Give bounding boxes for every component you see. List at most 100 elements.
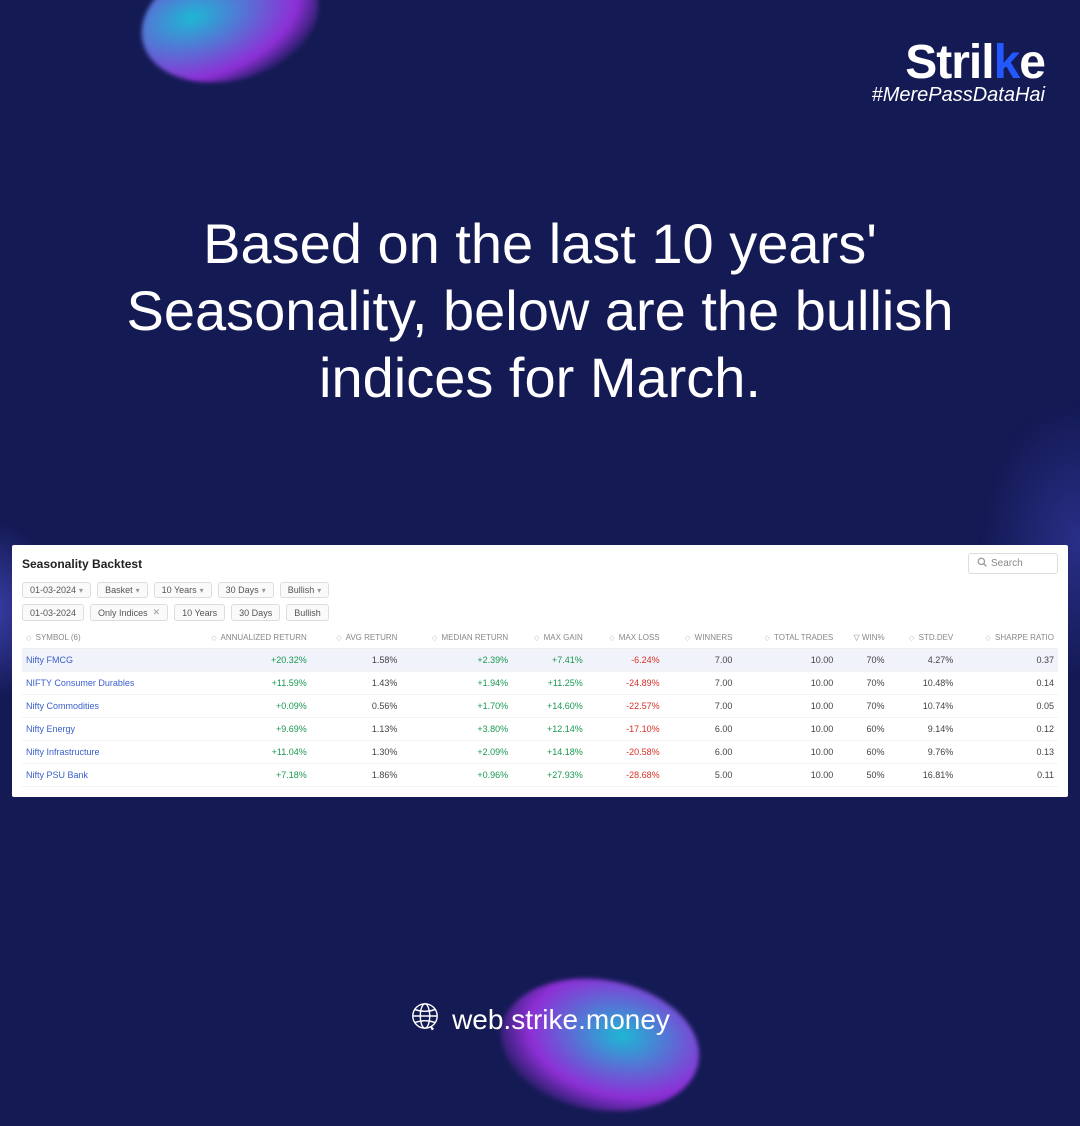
filter-label: 30 Days xyxy=(226,585,259,595)
column-label: WIN% xyxy=(862,633,885,642)
filter-chip[interactable]: Only Indices ✕ xyxy=(90,604,168,621)
column-header[interactable]: ▽ WIN% xyxy=(837,627,888,649)
column-label: WINNERS xyxy=(695,633,733,642)
table-cell: +1.70% xyxy=(401,695,512,718)
filter-label: Bullish xyxy=(288,585,315,595)
table-cell: 0.14 xyxy=(957,672,1058,695)
column-header[interactable]: ◇ MEDIAN RETURN xyxy=(401,627,512,649)
filter-dropdown[interactable]: 30 Days▾ xyxy=(218,582,274,598)
sort-icon: ◇ xyxy=(211,635,216,642)
table-cell: 0.11 xyxy=(957,764,1058,787)
table-cell: +0.96% xyxy=(401,764,512,787)
table-cell: +27.93% xyxy=(512,764,587,787)
filter-chip-label: Bullish xyxy=(294,608,321,618)
column-label: MAX LOSS xyxy=(619,633,660,642)
table-cell: 60% xyxy=(837,741,888,764)
table-cell: -17.10% xyxy=(587,718,664,741)
footer: web.strike.money xyxy=(0,1001,1080,1038)
decorative-blob xyxy=(128,0,333,101)
table-cell: 9.14% xyxy=(889,718,958,741)
table-cell: +7.18% xyxy=(175,764,311,787)
column-header[interactable]: ◇ WINNERS xyxy=(664,627,737,649)
table-cell: 10.48% xyxy=(889,672,958,695)
logo-text: Strilke xyxy=(872,35,1045,90)
table-cell: Nifty Commodities xyxy=(22,695,175,718)
column-header[interactable]: ◇ SYMBOL (6) xyxy=(22,627,175,649)
filter-chip-label: 10 Years xyxy=(182,608,217,618)
table-row[interactable]: Nifty FMCG+20.32%1.58%+2.39%+7.41%-6.24%… xyxy=(22,649,1058,672)
column-header[interactable]: ◇ MAX LOSS xyxy=(587,627,664,649)
filter-dropdown-row: 01-03-2024▾Basket▾10 Years▾30 Days▾Bulli… xyxy=(22,582,1058,598)
table-cell: Nifty Energy xyxy=(22,718,175,741)
table-cell: -22.57% xyxy=(587,695,664,718)
table-cell: 6.00 xyxy=(664,718,737,741)
table-cell: -20.58% xyxy=(587,741,664,764)
table-cell: 70% xyxy=(837,649,888,672)
filter-chip-label: 01-03-2024 xyxy=(30,608,76,618)
filter-chip[interactable]: 10 Years xyxy=(174,604,225,621)
filter-chip[interactable]: Bullish xyxy=(286,604,329,621)
sort-icon: ◇ xyxy=(985,635,990,642)
column-label: MAX GAIN xyxy=(544,633,583,642)
column-header[interactable]: ◇ STD.DEV xyxy=(889,627,958,649)
chevron-down-icon: ▾ xyxy=(136,586,140,595)
search-icon xyxy=(977,557,987,570)
table-cell: 0.05 xyxy=(957,695,1058,718)
table-cell: 1.86% xyxy=(311,764,402,787)
table-cell: 10.00 xyxy=(736,672,837,695)
column-header[interactable]: ◇ SHARPE RATIO xyxy=(957,627,1058,649)
decorative-blob xyxy=(490,964,710,1126)
column-header[interactable]: ◇ ANNUALIZED RETURN xyxy=(175,627,311,649)
table-cell: +11.04% xyxy=(175,741,311,764)
table-cell: 7.00 xyxy=(664,649,737,672)
filter-chip[interactable]: 01-03-2024 xyxy=(22,604,84,621)
search-input[interactable]: Search xyxy=(968,553,1058,574)
table-cell: 10.00 xyxy=(736,718,837,741)
sort-icon: ◇ xyxy=(26,635,31,642)
table-cell: +11.59% xyxy=(175,672,311,695)
table-cell: +0.09% xyxy=(175,695,311,718)
table-row[interactable]: Nifty Commodities+0.09%0.56%+1.70%+14.60… xyxy=(22,695,1058,718)
filter-dropdown[interactable]: 01-03-2024▾ xyxy=(22,582,91,598)
logo-part1: Stril xyxy=(905,36,993,89)
table-cell: 1.13% xyxy=(311,718,402,741)
table-cell: 16.81% xyxy=(889,764,958,787)
table-cell: Nifty PSU Bank xyxy=(22,764,175,787)
chevron-down-icon: ▾ xyxy=(317,586,321,595)
column-header[interactable]: ◇ TOTAL TRADES xyxy=(736,627,837,649)
panel-header: Seasonality Backtest Search xyxy=(22,553,1058,574)
column-header[interactable]: ◇ MAX GAIN xyxy=(512,627,587,649)
filter-chip-label: Only Indices xyxy=(98,608,148,618)
column-header[interactable]: ◇ AVG RETURN xyxy=(311,627,402,649)
close-icon[interactable]: ✕ xyxy=(153,607,161,618)
table-row[interactable]: Nifty Energy+9.69%1.13%+3.80%+12.14%-17.… xyxy=(22,718,1058,741)
table-cell: Nifty FMCG xyxy=(22,649,175,672)
table-header-row: ◇ SYMBOL (6)◇ ANNUALIZED RETURN◇ AVG RET… xyxy=(22,627,1058,649)
table-row[interactable]: Nifty Infrastructure+11.04%1.30%+2.09%+1… xyxy=(22,741,1058,764)
table-cell: +14.18% xyxy=(512,741,587,764)
panel-title: Seasonality Backtest xyxy=(22,557,142,571)
sort-icon: ◇ xyxy=(609,635,614,642)
sort-icon: ◇ xyxy=(534,635,539,642)
table-body: Nifty FMCG+20.32%1.58%+2.39%+7.41%-6.24%… xyxy=(22,649,1058,787)
table-row[interactable]: NIFTY Consumer Durables+11.59%1.43%+1.94… xyxy=(22,672,1058,695)
chevron-down-icon: ▾ xyxy=(79,586,83,595)
table-cell: 60% xyxy=(837,718,888,741)
table-cell: 6.00 xyxy=(664,741,737,764)
logo-part2: e xyxy=(1019,36,1045,89)
seasonality-panel: Seasonality Backtest Search 01-03-2024▾B… xyxy=(12,545,1068,797)
filter-dropdown[interactable]: Basket▾ xyxy=(97,582,148,598)
column-label: SHARPE RATIO xyxy=(995,633,1054,642)
column-label: ANNUALIZED RETURN xyxy=(221,633,307,642)
table-cell: 10.74% xyxy=(889,695,958,718)
filter-chip[interactable]: 30 Days xyxy=(231,604,280,621)
filter-dropdown[interactable]: Bullish▾ xyxy=(280,582,330,598)
table-row[interactable]: Nifty PSU Bank+7.18%1.86%+0.96%+27.93%-2… xyxy=(22,764,1058,787)
data-table: ◇ SYMBOL (6)◇ ANNUALIZED RETURN◇ AVG RET… xyxy=(22,627,1058,787)
table-cell: 50% xyxy=(837,764,888,787)
table-cell: +14.60% xyxy=(512,695,587,718)
column-label: SYMBOL (6) xyxy=(36,633,81,642)
filter-dropdown[interactable]: 10 Years▾ xyxy=(154,582,212,598)
globe-icon xyxy=(410,1001,440,1038)
footer-url: web.strike.money xyxy=(452,1004,670,1036)
